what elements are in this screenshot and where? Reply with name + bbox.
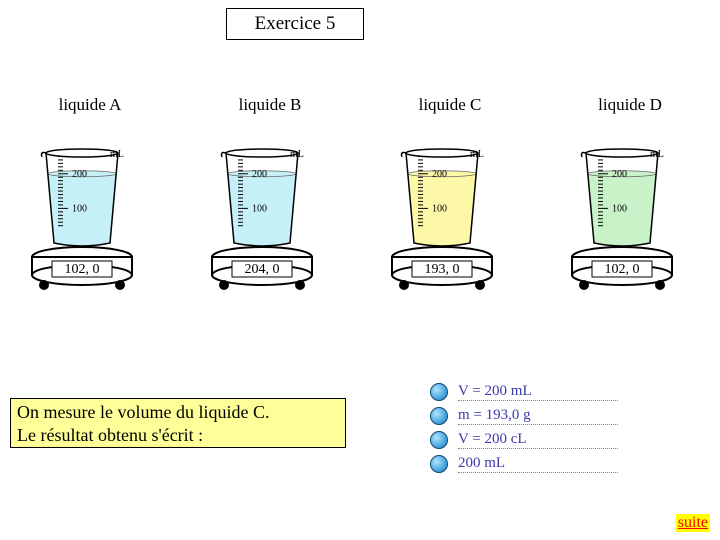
beaker-wrap: mL 200 100 102, 0 xyxy=(560,145,700,305)
beaker-rim xyxy=(586,149,658,157)
beaker-spout xyxy=(42,153,47,158)
beaker-spout xyxy=(582,153,587,158)
scale-readout: 102, 0 xyxy=(65,262,100,277)
beaker-svg: mL 200 100 102, 0 xyxy=(20,145,160,305)
beaker-svg: mL 200 100 193, 0 xyxy=(380,145,520,305)
answer-bullet[interactable] xyxy=(430,383,448,401)
answer-bullet[interactable] xyxy=(430,431,448,449)
tick-200: 200 xyxy=(72,169,87,180)
scale-base: 204, 0 xyxy=(212,247,312,290)
beaker-rim xyxy=(46,149,118,157)
beaker-svg: mL 200 100 204, 0 xyxy=(200,145,340,305)
tick-100: 100 xyxy=(252,203,267,214)
scale-readout: 204, 0 xyxy=(245,262,280,277)
beaker-wrap: mL 200 100 102, 0 xyxy=(20,145,160,305)
liquid-label: liquide C xyxy=(419,95,482,115)
prompt-line-1: On mesure le volume du liquide C. xyxy=(17,402,269,422)
beaker-svg: mL 200 100 102, 0 xyxy=(560,145,700,305)
tick-200: 200 xyxy=(252,169,267,180)
beaker-wrap: mL 200 100 193, 0 xyxy=(380,145,520,305)
liquid-label: liquide B xyxy=(239,95,302,115)
answer-text: V = 200 cL xyxy=(458,431,618,449)
beaker-spout xyxy=(402,153,407,158)
liquid-label: liquide A xyxy=(59,95,122,115)
prompt-box: On mesure le volume du liquide C. Le rés… xyxy=(10,398,346,448)
beaker-rim xyxy=(226,149,298,157)
beaker-wrap: mL 200 100 204, 0 xyxy=(200,145,340,305)
scale-readout: 102, 0 xyxy=(605,262,640,277)
liquid-label: liquide D xyxy=(598,95,662,115)
exercise-title: Exercice 5 xyxy=(226,8,364,40)
tick-100: 100 xyxy=(612,203,627,214)
answer-row: V = 200 mL xyxy=(430,380,680,404)
answer-bullet[interactable] xyxy=(430,455,448,473)
answer-bullet[interactable] xyxy=(430,407,448,425)
scale-base: 193, 0 xyxy=(392,247,492,290)
liquid-col: liquide B mL 200 100 204, 0 xyxy=(180,95,360,305)
answer-text: V = 200 mL xyxy=(458,383,618,401)
liquid-col: liquide D mL 200 100 102, 0 xyxy=(540,95,720,305)
liquids-row: liquide A mL 200 100 102, 0 liquide B mL xyxy=(0,95,720,305)
answer-row: m = 193,0 g xyxy=(430,404,680,428)
beaker-spout xyxy=(222,153,227,158)
suite-link[interactable]: suite xyxy=(676,514,710,532)
tick-200: 200 xyxy=(432,169,447,180)
prompt-line-2: Le résultat obtenu s'écrit : xyxy=(17,425,203,445)
answer-text: 200 mL xyxy=(458,455,618,473)
scale-base: 102, 0 xyxy=(32,247,132,290)
answer-row: V = 200 cL xyxy=(430,428,680,452)
scale-readout: 193, 0 xyxy=(425,262,460,277)
answers-list: V = 200 mL m = 193,0 g V = 200 cL 200 mL xyxy=(430,380,680,476)
liquid-col: liquide C mL 200 100 193, 0 xyxy=(360,95,540,305)
tick-100: 100 xyxy=(72,203,87,214)
scale-base: 102, 0 xyxy=(572,247,672,290)
liquid-col: liquide A mL 200 100 102, 0 xyxy=(0,95,180,305)
beaker-rim xyxy=(406,149,478,157)
answer-row: 200 mL xyxy=(430,452,680,476)
tick-200: 200 xyxy=(612,169,627,180)
tick-100: 100 xyxy=(432,203,447,214)
answer-text: m = 193,0 g xyxy=(458,407,618,425)
